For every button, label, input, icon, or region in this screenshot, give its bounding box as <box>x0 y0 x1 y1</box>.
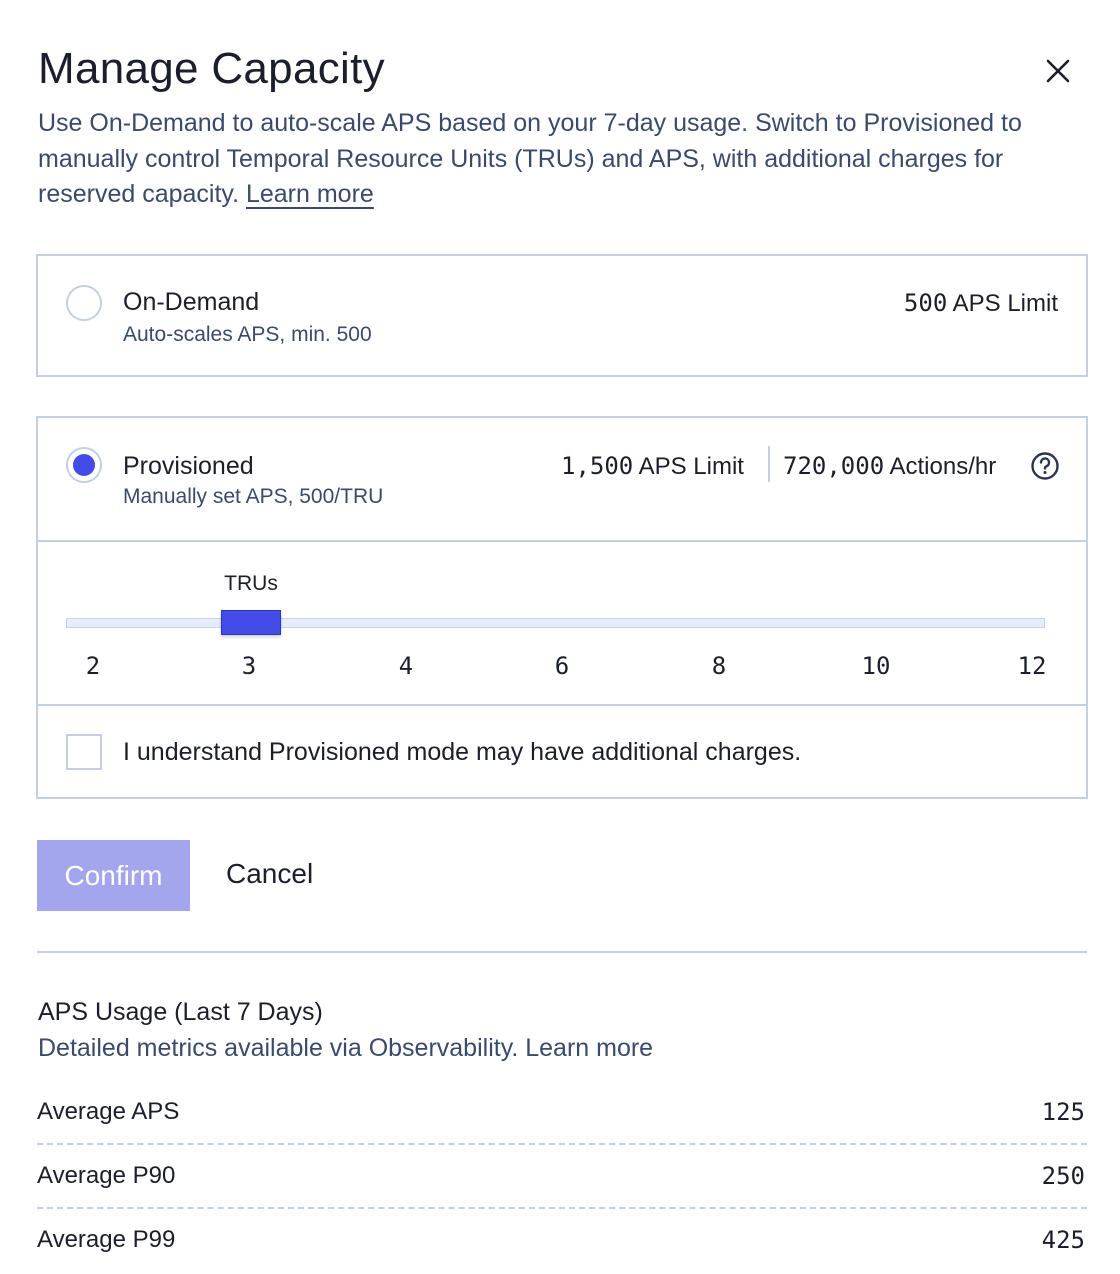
dialog-description: Use On-Demand to auto-scale APS based on… <box>38 106 1088 213</box>
usage-row: Average P99 425 <box>37 1226 1087 1254</box>
usage-row: Average P90 250 <box>37 1162 1087 1190</box>
usage-subtitle: Detailed metrics available via Observabi… <box>38 1034 654 1062</box>
slider-tick[interactable]: 10 <box>861 652 891 680</box>
divider <box>37 951 1087 953</box>
limit-value: 500 <box>903 289 948 317</box>
limit-label: APS Limit <box>947 290 1058 317</box>
learn-more-link[interactable]: Learn more <box>245 180 374 208</box>
acknowledge-label: I understand Provisioned mode may have a… <box>123 738 802 766</box>
description-text: Use On-Demand to auto-scale APS based on… <box>38 109 1022 208</box>
actions-value: 720,000 <box>783 452 885 480</box>
usage-title: APS Usage (Last 7 Days) <box>38 998 323 1026</box>
dialog-title: Manage Capacity <box>38 44 385 93</box>
close-icon <box>1046 59 1070 83</box>
provisioned-option[interactable]: Provisioned Manually set APS, 500/TRU 1,… <box>36 416 1088 799</box>
limit-value: 1,500 <box>561 452 634 480</box>
on-demand-title: On-Demand <box>123 288 260 316</box>
usage-value: 425 <box>1041 1226 1085 1254</box>
slider-label: TRUs <box>224 572 278 595</box>
usage-label: Average P99 <box>37 1226 176 1253</box>
actions-label: Actions/hr <box>884 453 997 480</box>
acknowledge-checkbox[interactable] <box>66 734 102 770</box>
on-demand-radio[interactable] <box>66 285 102 321</box>
provisioned-subtitle: Manually set APS, 500/TRU <box>123 485 384 508</box>
on-demand-limit: 500 APS Limit <box>904 289 1058 318</box>
question-circle-icon <box>1031 452 1059 480</box>
provisioned-actions: 720,000 Actions/hr <box>783 452 996 481</box>
stat-divider <box>768 446 770 482</box>
confirm-button[interactable]: Confirm <box>37 840 190 911</box>
usage-value: 250 <box>1041 1162 1085 1190</box>
row-divider <box>37 1143 1087 1145</box>
provisioned-radio[interactable] <box>66 447 102 483</box>
tru-slider-section: TRUs 2 3 4 6 8 10 12 <box>38 542 1086 706</box>
slider-tick[interactable]: 12 <box>1017 652 1047 680</box>
provisioned-limit: 1,500 APS Limit <box>561 452 744 481</box>
usage-value: 125 <box>1041 1098 1085 1126</box>
on-demand-subtitle: Auto-scales APS, min. 500 <box>123 323 372 346</box>
usage-label: Average APS <box>37 1098 180 1125</box>
limit-label: APS Limit <box>633 453 744 480</box>
slider-tick[interactable]: 4 <box>398 652 414 680</box>
section-divider <box>38 540 1086 542</box>
row-divider <box>37 1207 1087 1209</box>
provisioned-title: Provisioned <box>123 452 254 480</box>
help-button[interactable] <box>1030 451 1060 486</box>
slider-tick[interactable]: 2 <box>85 652 101 680</box>
slider-thumb[interactable] <box>221 610 281 635</box>
slider-track[interactable] <box>66 618 1045 628</box>
slider-tick[interactable]: 6 <box>554 652 570 680</box>
cancel-button[interactable]: Cancel <box>226 858 314 889</box>
close-button[interactable] <box>1040 54 1076 90</box>
on-demand-option[interactable]: On-Demand Auto-scales APS, min. 500 500 … <box>36 254 1088 377</box>
slider-tick[interactable]: 3 <box>241 652 257 680</box>
section-divider <box>38 704 1086 706</box>
slider-tick[interactable]: 8 <box>711 652 727 680</box>
usage-label: Average P90 <box>37 1162 176 1189</box>
usage-row: Average APS 125 <box>37 1098 1087 1126</box>
